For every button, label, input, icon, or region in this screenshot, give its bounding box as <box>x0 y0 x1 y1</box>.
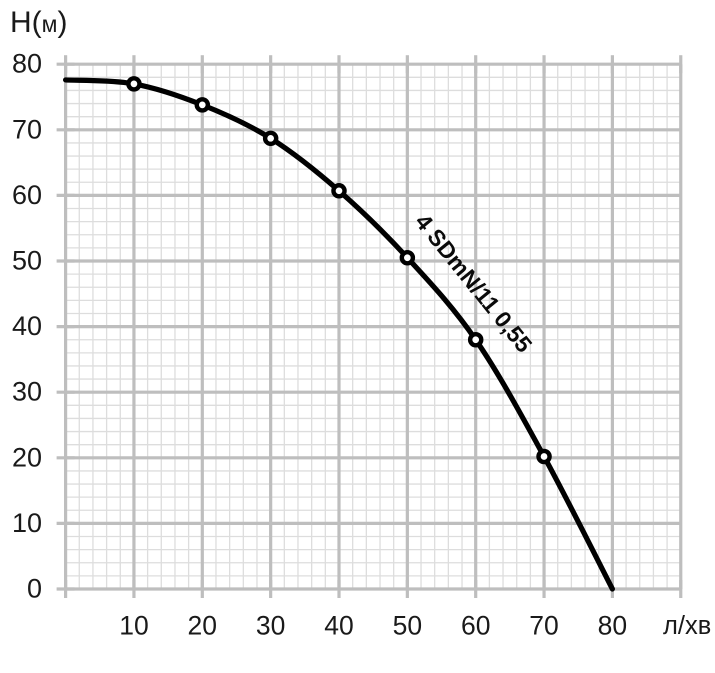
svg-text:20: 20 <box>12 442 42 472</box>
svg-text:60: 60 <box>12 180 42 210</box>
svg-text:20: 20 <box>188 611 217 641</box>
svg-text:40: 40 <box>324 611 353 641</box>
svg-text:70: 70 <box>529 611 558 641</box>
svg-text:10: 10 <box>12 508 42 538</box>
svg-text:л/хв: л/хв <box>663 612 711 640</box>
svg-text:H(м): H(м) <box>10 6 67 39</box>
svg-text:80: 80 <box>12 49 42 79</box>
svg-text:60: 60 <box>461 611 490 641</box>
svg-text:30: 30 <box>256 611 285 641</box>
svg-text:10: 10 <box>119 611 148 641</box>
svg-text:80: 80 <box>598 611 627 641</box>
svg-text:0: 0 <box>27 574 42 604</box>
svg-text:40: 40 <box>12 311 42 341</box>
svg-text:50: 50 <box>393 611 422 641</box>
svg-text:70: 70 <box>12 114 42 144</box>
svg-text:30: 30 <box>12 377 42 407</box>
svg-text:50: 50 <box>12 246 42 276</box>
